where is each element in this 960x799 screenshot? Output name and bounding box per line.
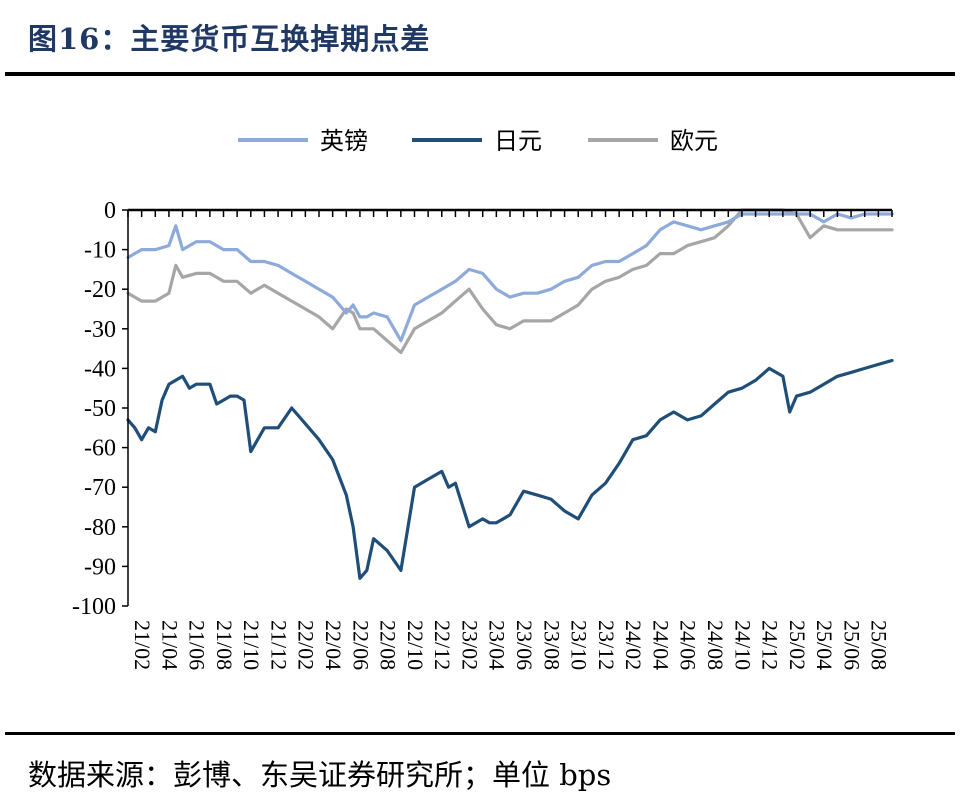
y-tick-label: -60 xyxy=(84,436,116,462)
x-tick-label: 24/06 xyxy=(676,620,701,670)
x-tick-label: 21/08 xyxy=(212,620,237,670)
y-tick-label: -80 xyxy=(84,515,116,541)
x-tick-label: 24/10 xyxy=(730,620,755,670)
y-tick-label: -30 xyxy=(84,317,116,343)
legend-label: 日元 xyxy=(494,127,542,155)
x-tick-label: 24/02 xyxy=(621,620,646,670)
x-tick-label: 23/08 xyxy=(539,620,564,670)
x-tick-label: 22/06 xyxy=(348,620,373,670)
y-tick-label: -50 xyxy=(84,396,116,422)
legend-label: 英镑 xyxy=(320,127,368,155)
x-tick-label: 23/04 xyxy=(485,620,510,670)
x-tick-label: 23/10 xyxy=(567,620,592,670)
x-tick-label: 23/12 xyxy=(594,620,619,670)
y-tick-label: -40 xyxy=(84,356,116,382)
x-tick-label: 22/04 xyxy=(321,620,346,670)
x-tick-label: 21/06 xyxy=(185,620,210,670)
x-tick-label: 25/04 xyxy=(812,620,837,670)
x-tick-label: 25/06 xyxy=(839,620,864,670)
y-tick-label: -10 xyxy=(84,238,116,264)
x-tick-label: 21/02 xyxy=(130,620,155,670)
x-tick-label: 21/10 xyxy=(239,620,264,670)
x-tick-label: 22/10 xyxy=(403,620,428,670)
series-line xyxy=(126,208,894,355)
y-tick-label: -70 xyxy=(84,475,116,501)
top-rule xyxy=(5,72,955,76)
x-tick-label: 22/08 xyxy=(376,620,401,670)
y-tick-label: -90 xyxy=(84,554,116,580)
y-tick-label: -20 xyxy=(84,277,116,303)
y-tick-label: 0 xyxy=(104,198,116,224)
x-tick-label: 22/12 xyxy=(430,620,455,670)
x-tick-label: 24/04 xyxy=(648,620,673,670)
series-lines xyxy=(126,208,894,580)
x-tick-label: 23/02 xyxy=(457,620,482,670)
x-tick-label: 24/08 xyxy=(703,620,728,670)
series-line xyxy=(126,358,894,580)
legend: 英镑 日元 欧元 xyxy=(238,127,718,155)
source-note: 数据来源：彭博、东吴证券研究所；单位 bps xyxy=(28,758,612,792)
x-tick-label: 22/02 xyxy=(294,620,319,670)
series-line xyxy=(126,212,894,343)
x-tick-label: 23/06 xyxy=(512,620,537,670)
bottom-rule xyxy=(5,732,955,735)
x-tick-label: 25/02 xyxy=(785,620,810,670)
x-tick-label: 25/08 xyxy=(867,620,892,670)
x-tick-label: 21/04 xyxy=(157,620,182,670)
x-tick-label: 21/12 xyxy=(266,620,291,670)
chart-canvas: 英镑 日元 欧元 0 -10 -20 -30 -40 -50 -60 -70 -80 -90 -100 2… xyxy=(72,127,894,670)
y-tick-label: -100 xyxy=(72,594,116,620)
figure-title: 图16：主要货币互换掉期点差 xyxy=(28,22,431,56)
legend-label: 欧元 xyxy=(670,127,718,155)
x-tick-label: 24/12 xyxy=(758,620,783,670)
